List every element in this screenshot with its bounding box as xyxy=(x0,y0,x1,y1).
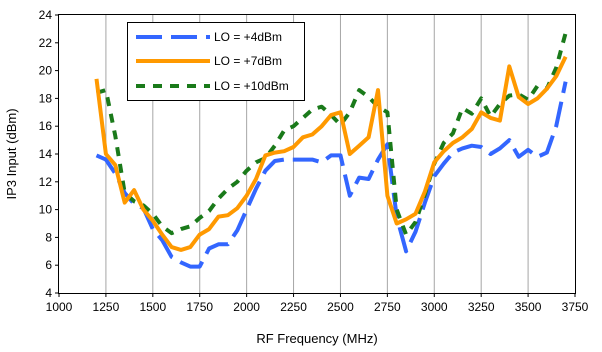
legend-label-lo-4dbm: LO = +4dBm xyxy=(214,30,282,44)
x-tick-label: 3000 xyxy=(421,300,448,314)
x-tick-label: 1500 xyxy=(139,300,166,314)
y-tick-label: 18 xyxy=(39,91,53,105)
y-tick-label: 20 xyxy=(39,64,53,78)
series-line-lo-7dbm xyxy=(94,55,568,252)
x-tick-label: 2000 xyxy=(233,300,260,314)
y-tick-label: 10 xyxy=(39,203,53,217)
y-tick-label: 4 xyxy=(45,286,52,300)
y-tick-label: 8 xyxy=(45,230,52,244)
x-tick-label: 1000 xyxy=(46,300,73,314)
series-line-lo-10dbm xyxy=(95,32,568,237)
x-axis-ticks: 1000 1250 1500 1750 2000 2250 2500 2750 3000 3250… xyxy=(46,293,589,314)
x-tick-label: 3500 xyxy=(515,300,542,314)
x-tick-label: 1750 xyxy=(186,300,213,314)
y-tick-label: 14 xyxy=(39,147,53,161)
x-tick-label: 3750 xyxy=(562,300,589,314)
y-tick-label: 6 xyxy=(45,258,52,272)
x-axis-title: RF Frequency (MHz) xyxy=(256,331,377,346)
y-tick-label: 12 xyxy=(39,175,53,189)
series-line-lo-4dbm xyxy=(95,81,568,269)
x-tick-label: 2500 xyxy=(327,300,354,314)
y-tick-label: 22 xyxy=(39,36,53,50)
y-axis-ticks: 4 6 8 10 12 14 16 18 20 22 24 xyxy=(39,8,59,300)
y-tick-label: 24 xyxy=(39,8,53,22)
y-axis-title: IP3 Input (dBm) xyxy=(4,108,19,199)
x-tick-label: 2750 xyxy=(374,300,401,314)
legend: LO = +4dBm LO = +7dBm LO = +10dBm xyxy=(127,22,305,101)
x-tick-label: 3250 xyxy=(468,300,495,314)
series-layer xyxy=(94,32,568,269)
legend-label-lo-10dbm: LO = +10dBm xyxy=(214,79,289,93)
legend-label-lo-7dbm: LO = +7dBm xyxy=(214,54,282,68)
x-tick-label: 1250 xyxy=(93,300,120,314)
x-tick-label: 2250 xyxy=(280,300,307,314)
y-tick-label: 16 xyxy=(39,119,53,133)
